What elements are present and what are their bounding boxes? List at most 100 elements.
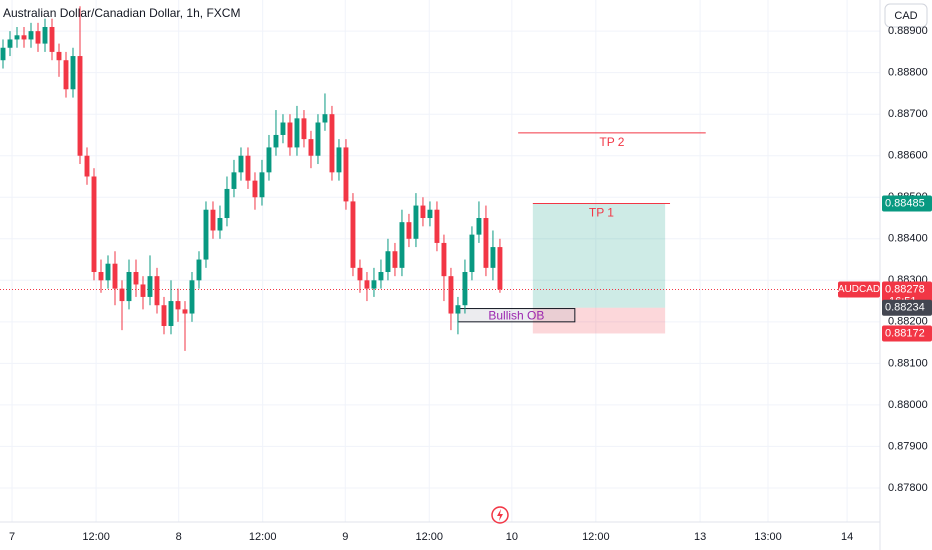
candle-body: [273, 134, 279, 148]
candle-body: [476, 218, 482, 235]
y-tick-label: 0.88100: [888, 357, 928, 369]
candle-body: [378, 272, 384, 281]
entry-tag-label: 0.88234: [885, 302, 925, 314]
y-tick-label: 0.88600: [888, 150, 928, 162]
stop-tag: [882, 325, 932, 342]
candle-body: [105, 263, 111, 281]
candle-body: [28, 31, 34, 40]
level-label: TP 2: [599, 135, 624, 149]
symbol-label: AUDCAD: [838, 284, 880, 295]
candle-body: [0, 47, 6, 61]
candle-body: [469, 234, 475, 273]
candle-body: [308, 139, 314, 156]
x-tick-label: 9: [342, 531, 348, 543]
candle-body: [161, 305, 167, 326]
candle-body: [301, 118, 307, 140]
x-tick-label: 13: [694, 531, 706, 543]
last-price-tag-label: 0.88278: [885, 283, 925, 295]
currency-label: CAD: [894, 10, 917, 22]
candle-body: [357, 267, 363, 281]
entry-tag: [882, 299, 932, 316]
candle-body: [21, 35, 27, 40]
candle-body: [266, 147, 272, 173]
x-tick-label: 7: [9, 531, 15, 543]
candle-body: [231, 172, 237, 189]
candle-body: [427, 209, 433, 219]
x-tick-label: 14: [841, 531, 853, 543]
replay-icon[interactable]: [491, 506, 509, 524]
candle-body: [196, 259, 202, 281]
candle-body: [133, 272, 139, 285]
candle-body: [392, 251, 398, 268]
candle-body: [91, 176, 97, 273]
candle-body: [336, 147, 342, 173]
candle-body: [280, 122, 286, 135]
candle-body: [203, 209, 209, 260]
candle-body: [455, 305, 461, 314]
candle-body: [420, 205, 426, 219]
stop-tag-label: 0.88172: [885, 327, 925, 339]
candle-body: [42, 26, 48, 44]
candle-body: [35, 31, 41, 44]
currency-button[interactable]: [884, 3, 928, 28]
candle-body: [112, 263, 118, 289]
candle-body: [140, 284, 146, 297]
grid: [0, 0, 880, 522]
y-tick-label: 0.88000: [888, 399, 928, 411]
x-tick-label: 12:00: [415, 531, 443, 543]
target-tag: [882, 195, 932, 212]
y-tick-label: 0.88200: [888, 316, 928, 328]
candle-body: [147, 276, 153, 297]
candle-body: [294, 118, 300, 148]
candle-body: [70, 56, 76, 90]
icon-ring: [491, 506, 509, 524]
symbol-tag: [838, 281, 880, 298]
chart-title: Australian Dollar/Canadian Dollar, 1h, F…: [3, 6, 240, 20]
candle-body: [448, 276, 454, 314]
candle-body: [490, 247, 496, 268]
y-tick-label: 0.88400: [888, 233, 928, 245]
candle-body: [119, 288, 125, 302]
candle-body: [371, 280, 377, 289]
x-tick-label: 12:00: [582, 531, 610, 543]
candle-body: [252, 180, 258, 198]
candle-body: [322, 114, 328, 123]
x-tick-label: 12:00: [249, 531, 277, 543]
level-label: TP 1: [589, 206, 614, 220]
candle-body: [224, 188, 230, 219]
candle-body: [168, 301, 174, 326]
candle-body: [462, 272, 468, 306]
candle-body: [350, 201, 356, 268]
candle-body: [49, 26, 55, 52]
candle-body: [63, 60, 69, 90]
candle-body: [343, 147, 349, 202]
y-tick-label: 0.87800: [888, 482, 928, 494]
target-zone: [532, 203, 666, 308]
candle-body: [364, 280, 370, 289]
candle-body: [329, 114, 335, 173]
y-tick-label: 0.88800: [888, 67, 928, 79]
candle-body: [497, 247, 503, 290]
candle-body: [385, 251, 391, 273]
plot-area: Bullish OB TP 2 TP 1: [0, 6, 880, 351]
candle-body: [175, 301, 181, 310]
candle-body: [14, 35, 20, 40]
x-tick-label: 13:00: [754, 531, 782, 543]
x-tick-label: 8: [176, 531, 182, 543]
candle-body: [315, 122, 321, 156]
x-tick-label: 10: [506, 531, 518, 543]
candle-body: [399, 222, 405, 268]
x-tick-label: 12:00: [82, 531, 110, 543]
candle-body: [154, 276, 160, 306]
candle-body: [7, 39, 13, 48]
candle-body: [210, 209, 216, 231]
candle-body: [84, 155, 90, 177]
zone-label: Bullish OB: [488, 308, 544, 322]
candle-body: [406, 222, 412, 239]
target-tag-label: 0.88485: [885, 197, 925, 209]
candle-body: [238, 155, 244, 173]
candle-body: [259, 172, 265, 198]
candle-body: [287, 122, 293, 148]
